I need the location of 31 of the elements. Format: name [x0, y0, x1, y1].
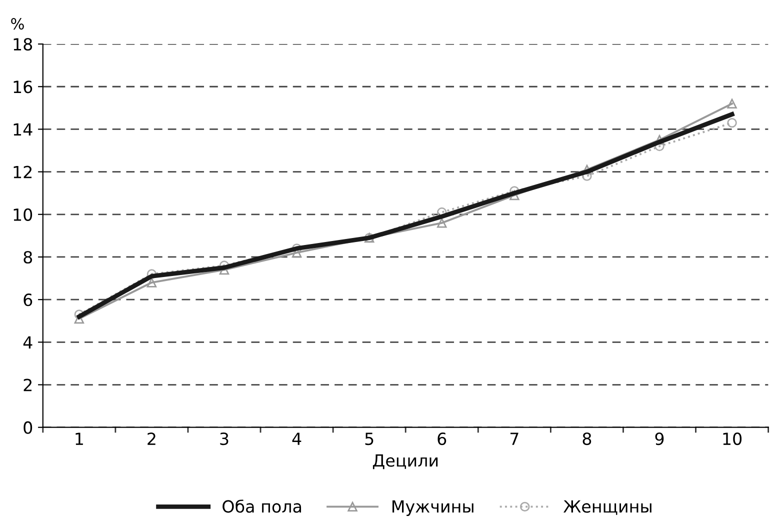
x-tick-label: 1	[76, 432, 83, 445]
x-tick-label: 7	[510, 432, 518, 445]
y-tick-label: 18	[14, 38, 32, 51]
x-tick-label: 9	[655, 432, 664, 446]
y-tick-label: 4	[23, 336, 32, 348]
point	[727, 118, 737, 128]
y-axis-title: %	[11, 18, 24, 30]
legend-label: Оба пола	[222, 500, 302, 513]
point	[146, 278, 157, 288]
legend-label: Мужчины	[392, 500, 474, 516]
x-axis-title: Децили	[372, 454, 438, 470]
y-tick-label: 8	[24, 250, 32, 264]
y-tick-label: 14	[14, 123, 32, 136]
y-tick-label: 16	[14, 80, 32, 94]
point	[437, 218, 447, 228]
y-tick-label: 12	[14, 166, 32, 178]
x-tick-label: 6	[438, 432, 446, 446]
x-tick-label: 10	[723, 432, 742, 446]
x-tick-label: 8	[582, 432, 592, 446]
legend-label: Женщины	[564, 500, 652, 515]
x-tick-label: 4	[292, 432, 302, 445]
y-tick-label: 0	[24, 421, 32, 434]
point	[219, 264, 230, 275]
y-tick-label: 10	[14, 208, 32, 221]
point	[727, 98, 737, 109]
y-tick-label: 6	[24, 294, 32, 306]
y-tick-label: 2	[24, 378, 32, 392]
x-tick-label: 2	[148, 432, 156, 445]
x-tick-label: 5	[365, 432, 374, 446]
point	[74, 314, 84, 324]
x-tick-label: 3	[220, 432, 228, 446]
